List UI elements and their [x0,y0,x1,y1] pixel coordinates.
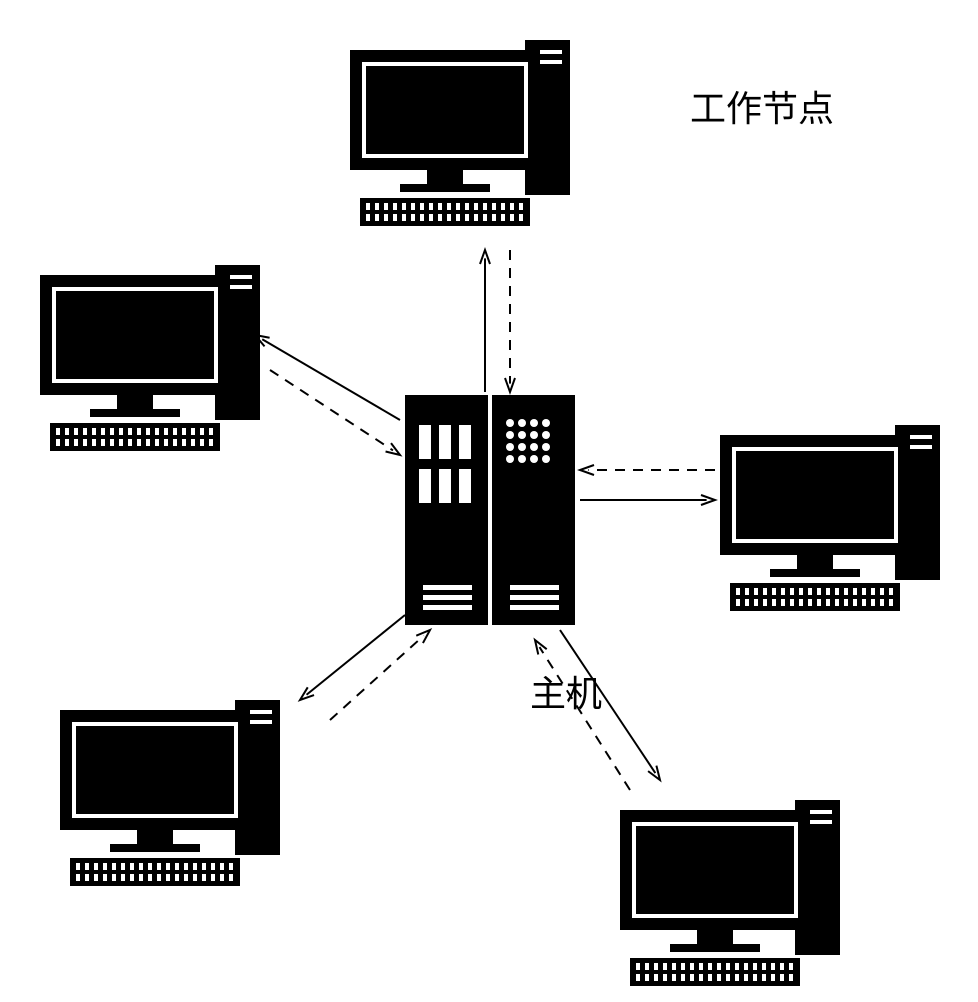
workstation-top [350,40,570,226]
arrow-server-to-left-upper [255,335,400,420]
arrow-left-lower-to-server [330,630,430,720]
network-diagram [0,0,978,1002]
arrow-server-to-right [580,495,715,505]
workstation-right [720,425,940,611]
workstation-bottom-right [620,800,840,986]
workstation-left-upper [40,265,260,451]
server-icon [405,395,575,625]
arrow-server-to-top [480,250,490,392]
arrow-right-to-server [580,465,715,475]
arrow-server-to-left-lower [300,615,405,700]
arrow-top-to-server [505,250,515,392]
workstation-left-lower [60,700,280,886]
